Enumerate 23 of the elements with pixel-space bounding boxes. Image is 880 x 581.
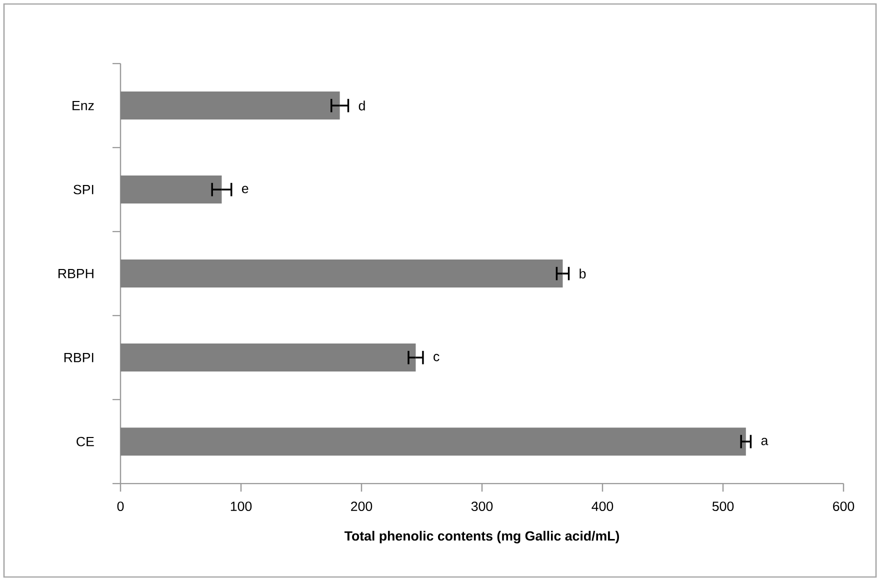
x-tick-label: 300	[471, 502, 493, 512]
x-tick-label: 0	[117, 502, 124, 512]
annotation: e	[242, 186, 248, 194]
x-tick-label: 100	[230, 502, 252, 512]
y-tick-label: Enz	[72, 100, 94, 110]
annotation: b	[580, 268, 586, 278]
y-tick-label: SPI	[74, 184, 94, 194]
x-axis-title: Total phenolic contents (mg Gallic acid/mL)	[344, 530, 620, 544]
bar	[120, 428, 746, 456]
bar	[120, 92, 340, 120]
x-tick-label: 500	[712, 502, 734, 512]
y-tick-label: RBPH	[58, 268, 94, 278]
y-tick-label: CE	[76, 436, 94, 446]
bar	[120, 344, 416, 372]
bar	[120, 260, 563, 288]
annotation: a	[761, 438, 768, 446]
x-tick-label: 200	[351, 502, 372, 512]
annotation: c	[434, 354, 440, 362]
annotation: d	[358, 100, 365, 110]
y-tick-label: RBPI	[64, 352, 94, 362]
x-tick-label: 400	[592, 502, 614, 512]
bar	[120, 176, 222, 204]
x-tick-label: 600	[833, 502, 854, 512]
